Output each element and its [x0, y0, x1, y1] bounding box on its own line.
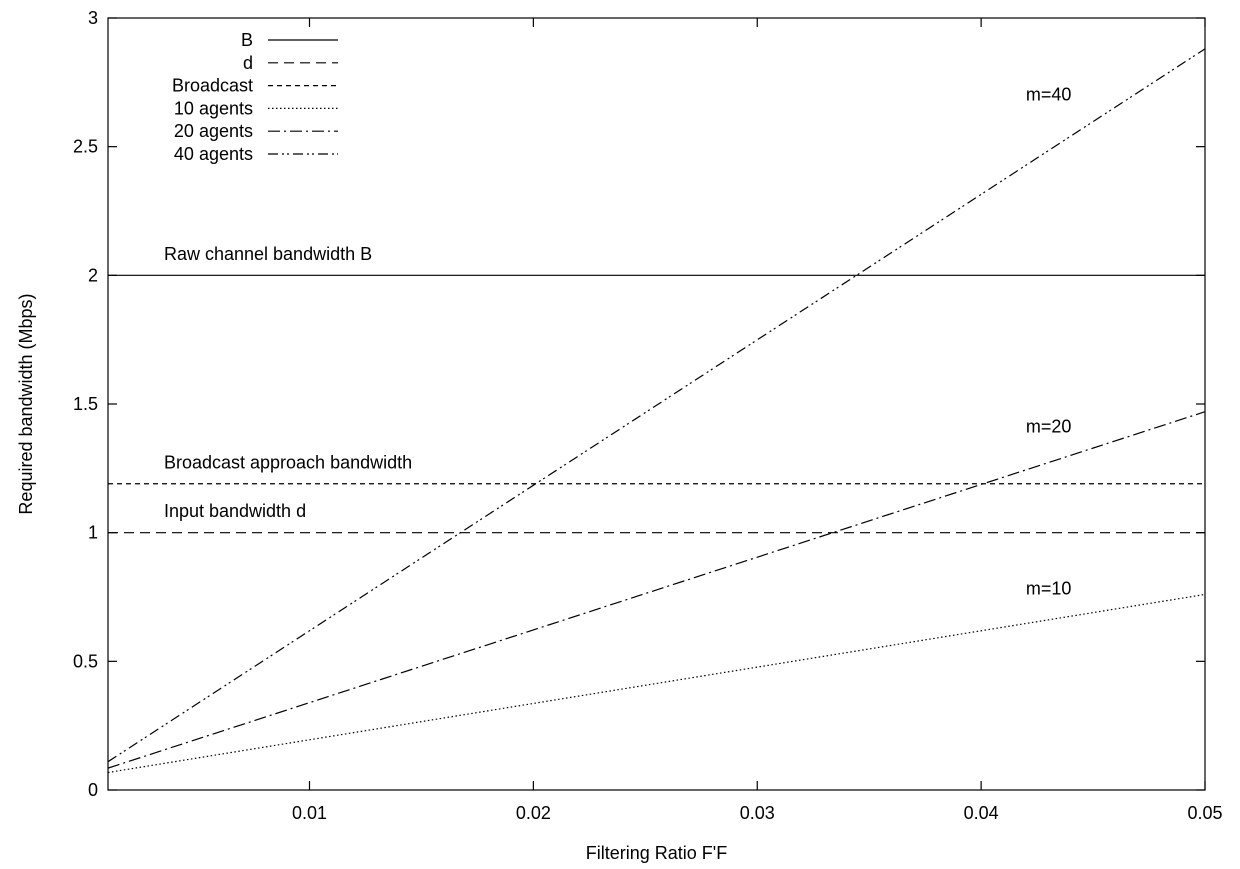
- legend-label: d: [243, 53, 253, 73]
- annotation-label: m=40: [1026, 84, 1072, 104]
- legend-label: 20 agents: [174, 121, 253, 141]
- y-axis-title: Required bandwidth (Mbps): [16, 293, 36, 514]
- y-tick-label: 3: [88, 8, 98, 28]
- annotation-label: Raw channel bandwidth B: [164, 244, 372, 264]
- annotation-label: Broadcast approach bandwidth: [164, 452, 412, 472]
- x-axis-title: Filtering Ratio F'F: [586, 843, 727, 863]
- y-tick-label: 0.5: [73, 651, 98, 671]
- x-tick-label: 0.05: [1187, 803, 1222, 823]
- y-tick-label: 1.5: [73, 394, 98, 414]
- y-tick-label: 1: [88, 523, 98, 543]
- series-line-20-agents: [107, 411, 1206, 769]
- annotation-label: m=20: [1026, 416, 1072, 436]
- y-tick-label: 2: [88, 265, 98, 285]
- legend-label: 40 agents: [174, 144, 253, 164]
- plot-frame: [107, 17, 1206, 791]
- series-line-40-agents: [107, 48, 1206, 763]
- legend-label: Broadcast: [172, 76, 253, 96]
- axes: 0 0.5 1 1.5 2 2.5 3 0.01 0.02 0.03 0.04 0.05 Filteri…: [16, 8, 1223, 863]
- x-tick-label: 0.04: [964, 803, 999, 823]
- legend-label: 10 agents: [174, 98, 253, 118]
- legend-label: B: [241, 30, 253, 50]
- series-line-10-agents: [107, 593, 1206, 774]
- annotation-label: Input bandwidth d: [164, 501, 306, 521]
- annotations: Raw channel bandwidth B Broadcast approac…: [164, 84, 1071, 598]
- x-tick-label: 0.02: [516, 803, 551, 823]
- x-tick-label: 0.03: [740, 803, 775, 823]
- series-lines: [107, 48, 1206, 774]
- x-tick-label: 0.01: [292, 803, 327, 823]
- annotation-label: m=10: [1026, 578, 1072, 598]
- y-tick-label: 0: [88, 780, 98, 800]
- y-tick-label: 2.5: [73, 137, 98, 157]
